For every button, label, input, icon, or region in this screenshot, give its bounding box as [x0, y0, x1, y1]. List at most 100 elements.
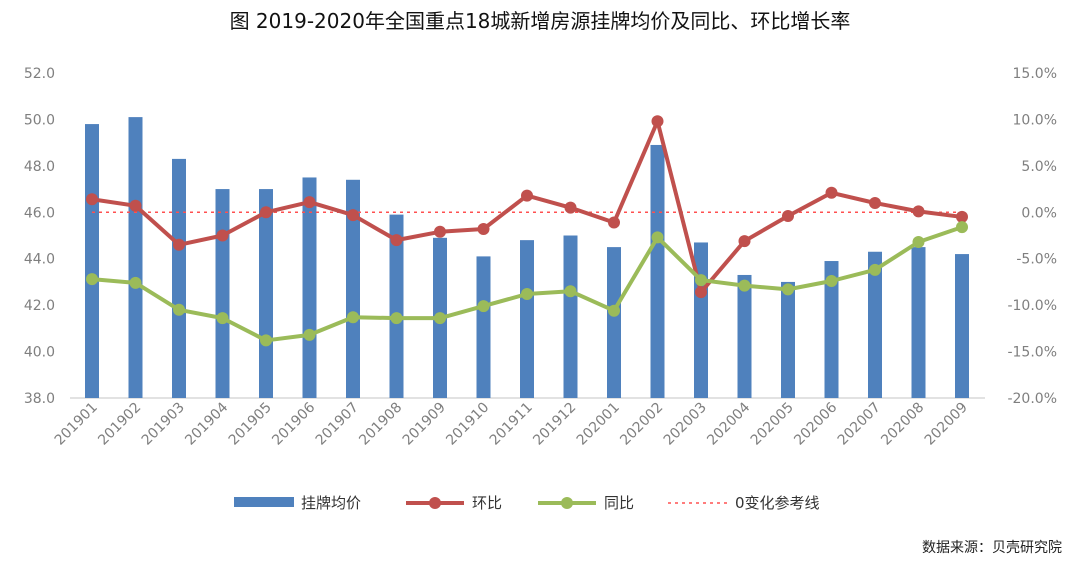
point-同比-201909 [434, 312, 446, 325]
point-环比-201908 [390, 234, 403, 247]
point-同比-201902 [129, 276, 142, 289]
bar-202005 [781, 281, 795, 398]
point-同比-202003 [695, 274, 707, 287]
point-同比-201908 [390, 312, 403, 325]
bar-201911 [520, 240, 534, 398]
x-tick-label: 202004 [704, 399, 753, 448]
x-tick-label: 201912 [530, 400, 579, 449]
legend-bar-swatch [234, 497, 294, 507]
y-right-tick-label: -10.0% [1007, 298, 1057, 314]
point-同比-201901 [86, 273, 98, 286]
bar-202007 [868, 251, 882, 398]
point-同比-201912 [564, 285, 577, 298]
point-同比-201905 [260, 334, 272, 347]
point-同比-202008 [912, 236, 925, 248]
point-环比-201902 [129, 199, 142, 212]
x-tick-label: 201903 [139, 400, 188, 449]
x-tick-label: 201901 [52, 400, 101, 449]
point-环比-202003 [695, 286, 707, 299]
y-right-tick-label: -20.0% [1007, 391, 1057, 407]
bar-201905 [259, 189, 273, 398]
point-同比-202001 [608, 304, 620, 317]
y-left-tick-label: 42.0 [24, 298, 55, 314]
bar-202009 [955, 254, 969, 398]
bar-201907 [346, 179, 360, 398]
y-right-tick-label: 0.0% [1021, 205, 1057, 221]
point-环比-202007 [869, 197, 881, 209]
bar-201912 [563, 235, 578, 398]
bar-202008 [911, 247, 926, 398]
y-left-tick-label: 52.0 [24, 66, 55, 82]
point-环比-202005 [782, 210, 794, 222]
source-note: 数据来源：贝壳研究院 [922, 539, 1062, 556]
point-环比-202006 [825, 186, 838, 199]
x-tick-label: 202002 [617, 400, 666, 449]
y-left-tick-label: 40.0 [24, 345, 55, 361]
legend-marker [561, 497, 573, 509]
y-left-tick-label: 46.0 [24, 205, 55, 221]
point-环比-201911 [521, 189, 533, 202]
bar-201908 [389, 214, 404, 398]
point-同比-201910 [477, 300, 490, 313]
point-环比-201909 [434, 225, 446, 238]
x-tick-label: 201905 [226, 400, 275, 449]
bars [85, 117, 969, 399]
point-同比-202002 [651, 231, 664, 244]
legend-label: 挂牌均价 [301, 494, 361, 512]
y-right-tick-label: 10.0% [1013, 112, 1057, 128]
legend-label: 同比 [604, 494, 634, 512]
x-tick-label: 201904 [182, 399, 231, 448]
x-tick-label: 202001 [574, 400, 623, 449]
point-环比-202002 [651, 115, 664, 128]
bar-201902 [128, 117, 143, 398]
point-环比-201907 [347, 209, 359, 222]
point-环比-201910 [477, 223, 490, 235]
x-tick-label: 201910 [443, 400, 492, 449]
point-环比-201906 [303, 196, 316, 209]
point-同比-201911 [521, 288, 533, 300]
bar-202004 [737, 274, 752, 398]
y-right-tick-label: -5.0% [1016, 252, 1057, 268]
point-同比-202005 [782, 283, 794, 296]
x-tick-label: 202008 [878, 400, 927, 449]
y-right-tick-label: 15.0% [1013, 66, 1057, 82]
x-tick-label: 201906 [269, 399, 318, 448]
legend-marker [429, 497, 441, 509]
point-同比-201903 [173, 303, 185, 316]
legend: 挂牌均价 环比 同比 0变化参考线 [234, 494, 820, 512]
point-同比-201906 [303, 328, 316, 341]
legend-label: 环比 [472, 494, 502, 512]
point-同比-202009 [956, 221, 968, 234]
y-left-tick-label: 38.0 [24, 391, 55, 407]
x-tick-label: 202005 [748, 400, 797, 449]
bar-202006 [824, 261, 839, 398]
point-环比-202009 [956, 210, 968, 223]
x-tick-label: 201911 [487, 400, 536, 449]
x-tick-label: 202007 [835, 400, 884, 449]
x-tick-label: 202009 [922, 400, 971, 449]
point-同比-202004 [738, 279, 751, 292]
bar-202001 [607, 247, 621, 398]
point-同比-202006 [825, 275, 838, 287]
point-同比-202007 [869, 263, 881, 276]
y-left-tick-label: 48.0 [24, 159, 55, 175]
point-同比-201907 [347, 311, 359, 324]
x-tick-label: 202006 [791, 399, 840, 448]
point-环比-202001 [608, 216, 620, 229]
bar-201904 [215, 189, 230, 398]
x-tick-label: 201909 [400, 400, 449, 449]
point-环比-201903 [173, 238, 185, 251]
bar-201901 [85, 124, 99, 399]
point-环比-201901 [86, 193, 98, 206]
x-tick-label: 201902 [95, 400, 144, 449]
x-tick-label: 201908 [356, 400, 405, 449]
bar-201903 [172, 158, 186, 398]
y-left-tick-label: 50.0 [24, 112, 55, 128]
bar-201910 [476, 256, 491, 398]
y-right-tick-label: -15.0% [1007, 345, 1057, 361]
x-tick-label: 201907 [313, 400, 362, 449]
y-right-tick-label: 5.0% [1021, 159, 1057, 175]
point-环比-202004 [738, 235, 751, 248]
lines [86, 115, 968, 347]
